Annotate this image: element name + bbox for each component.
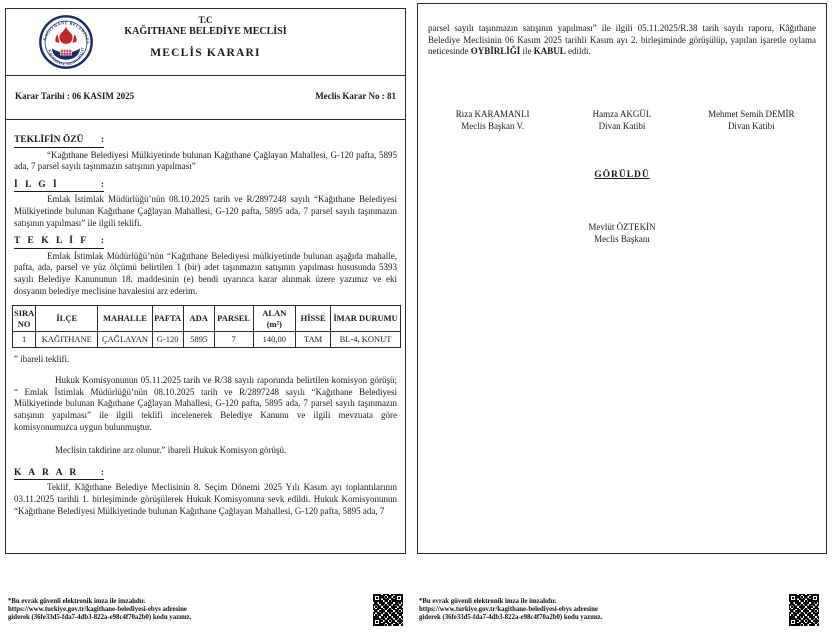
continuation-text-3: edildi.	[565, 46, 591, 57]
col-parsel: PARSEL	[213, 305, 254, 333]
signature-row: Rıza KARAMANLI Meclis Başkan V. Hamza AK…	[428, 108, 816, 132]
teklif-colon: :	[100, 236, 104, 247]
cell-ada: 5895	[182, 331, 215, 348]
col-ada: ADA	[182, 305, 215, 333]
esignature-line1: *Bu evrak güvenli elektronik imza ile im…	[8, 598, 146, 605]
col-pafta: PAFTA	[151, 305, 184, 333]
page1-header: KAĞITHANE BELEDİYESİ KAĞITHANE MUNICIPAL…	[6, 9, 405, 76]
header-tc: T.C	[198, 15, 213, 25]
decision-date-value: 06 KASIM 2025	[72, 91, 135, 101]
karar-label: K A R A R	[14, 467, 79, 478]
ilgi-colon: :	[100, 179, 104, 190]
esignature-note-page2: *Bu evrak güvenli elektronik imza ile im…	[419, 598, 649, 623]
cell-mahalle: ÇAĞLAYAN	[97, 331, 153, 348]
president-name: Mevlüt ÖZTEKİN	[588, 222, 656, 233]
ozu-colon: :	[100, 135, 104, 145]
col-hisse: HİSSE	[295, 305, 332, 333]
col-sira-no: SIRA NO	[11, 305, 37, 333]
decision-meta-row: Karar Tarihi : 06 KASIM 2025 Meclis Kara…	[6, 76, 405, 120]
esignature-line3: giderek (36fe33d5-fda7-4db3-822a-e98c4f7…	[8, 614, 192, 622]
esignature-line3: giderek (36fe33d5-fda7-4db3-822a-e98c4f7…	[419, 614, 603, 622]
ibareli-line: ” ibareli teklifi.	[14, 353, 70, 364]
col-ilce: İLÇE	[35, 305, 99, 333]
esignature-note-page1: *Bu evrak güvenli elektronik imza ile im…	[8, 598, 238, 623]
property-table: SIRA NO İLÇE MAHALLE PAFTA ADA PARSEL AL…	[11, 305, 401, 348]
header-organization: KAĞITHANE BELEDİYE MECLİSİ	[124, 26, 287, 37]
president-title: Meclis Başkanı	[594, 234, 650, 245]
signer-name: Mehmet Semih DEMİR	[708, 108, 795, 119]
esignature-line2: https://www.turkiye.gov.tr/kagithane-bel…	[419, 606, 598, 614]
page-2: parsel sayılı taşınmazın satışının yapıl…	[417, 3, 827, 554]
continuation-text-2: ile	[520, 46, 534, 57]
page-title: MECLİS KARARI	[150, 47, 261, 59]
section-heading-teklif: T E K L İ F:	[14, 235, 397, 249]
decision-number-label: Meclis Karar No :	[315, 91, 385, 101]
continuation-text-1: parsel sayılı taşınmazın satışının yapıl…	[428, 23, 816, 57]
col-alan: ALAN (m²)	[252, 305, 297, 333]
ozu-paragraph: “Kağıthane Belediyesi Mülkiyetinde bulun…	[14, 149, 397, 172]
karar-paragraph: Teklif, Kâğıthane Belediye Meclisinin 8.…	[14, 482, 397, 516]
cell-parsel: 7	[213, 331, 254, 348]
ozu-label: TEKLİFİN ÖZÜ	[14, 135, 84, 145]
page2-body: parsel sayılı taşınmazın satışının yapıl…	[418, 4, 826, 245]
decision-number: Meclis Karar No : 81	[315, 91, 396, 101]
page1-body: TEKLİFİN ÖZÜ: “Kağıthane Belediyesi Mülk…	[6, 120, 405, 517]
signature-3: Mehmet Semih DEMİR Divan Katibi	[687, 108, 816, 132]
oybirligi-bold: OYBİRLİĞİ	[470, 46, 521, 57]
signature-1: Rıza KARAMANLI Meclis Başkan V.	[428, 108, 557, 132]
document-title-block: T.C KAĞITHANE BELEDİYE MECLİSİ MECLİS KA…	[6, 15, 405, 59]
teklif-label: T E K L İ F	[14, 236, 89, 247]
decision-date-label: Karar Tarihi :	[15, 91, 70, 101]
esignature-line2: https://www.turkiye.gov.tr/kagithane-bel…	[8, 606, 187, 614]
decision-number-value: 81	[387, 91, 396, 101]
cell-hisse: TAM	[295, 331, 332, 348]
kabul-bold: KABUL	[533, 46, 566, 57]
section-heading-ilgi: İ L G İ:	[14, 179, 397, 193]
signer-name: Rıza KARAMANLI	[455, 108, 530, 119]
signer-name: Hamza AKGÜL	[592, 108, 652, 119]
signer-title: Meclis Başkan V.	[461, 120, 525, 131]
section-heading-ozu: TEKLİFİN ÖZÜ:	[14, 134, 397, 148]
municipality-seal-icon: KAĞITHANE BELEDİYESİ KAĞITHANE MUNICIPAL…	[38, 14, 93, 69]
teklif-paragraph: Emlak İstimlak Müdürlüğü’nün “Kağıthane …	[14, 250, 397, 296]
qr-code	[372, 593, 404, 627]
section-heading-karar: K A R A R:	[14, 467, 397, 481]
president-signature: Mevlüt ÖZTEKİN Meclis Başkanı	[428, 221, 816, 245]
esignature-line1: *Bu evrak güvenli elektronik imza ile im…	[419, 598, 557, 605]
qr-code	[788, 593, 820, 627]
goruldu-heading: GÖRÜLDÜ	[594, 169, 650, 180]
col-imar: İMAR DURUMU	[330, 305, 401, 333]
cell-alan: 140,00	[252, 331, 297, 348]
cell-ilce: KAĞITHANE	[35, 331, 99, 348]
signature-2: Hamza AKGÜL Divan Katibi	[557, 108, 686, 132]
continuation-paragraph: parsel sayılı taşınmazın satışının yapıl…	[428, 23, 816, 58]
ilgi-paragraph: Emlak İstimlak Müdürlüğü’nün 08.10.2025 …	[14, 194, 397, 228]
signer-title: Divan Katibi	[727, 120, 775, 131]
ilgi-label: İ L G İ	[14, 179, 60, 190]
table-row: 1 KAĞITHANE ÇAĞLAYAN G-120 5895 7 140,00…	[11, 331, 401, 348]
col-mahalle: MAHALLE	[97, 305, 153, 333]
signer-title: Divan Katibi	[598, 120, 646, 131]
table-header-row: SIRA NO İLÇE MAHALLE PAFTA ADA PARSEL AL…	[11, 305, 401, 333]
meclisin-paragraph: Meclisin takdirine arz olunur.” ibareli …	[55, 445, 287, 456]
karar-colon: :	[100, 467, 104, 478]
cell-sira-no: 1	[11, 331, 37, 348]
page-1: KAĞITHANE BELEDİYESİ KAĞITHANE MUNICIPAL…	[5, 8, 406, 554]
hukuk-paragraph: Hukuk Komisyonunun 05.11.2025 tarih ve R…	[14, 375, 397, 432]
decision-date: Karar Tarihi : 06 KASIM 2025	[15, 91, 134, 101]
cell-imar: BL-4, KONUT	[330, 331, 401, 348]
cell-pafta: G-120	[151, 331, 184, 348]
